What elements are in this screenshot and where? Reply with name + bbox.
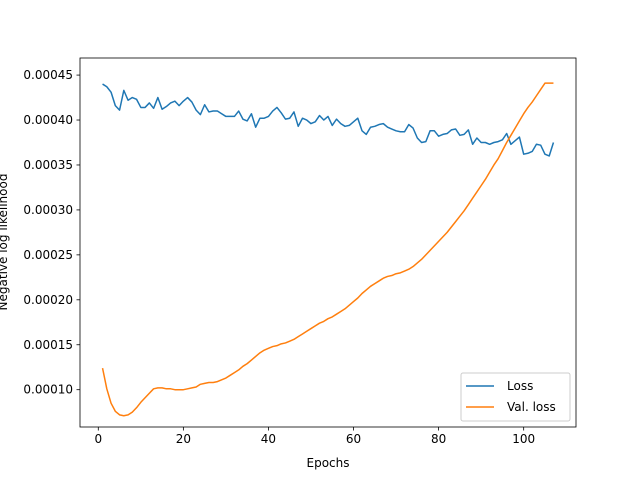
y-tick-label: 0.00030 (23, 203, 73, 217)
x-tick-label: 80 (431, 432, 446, 446)
y-tick-label: 0.00015 (23, 338, 73, 352)
y-axis: 0.00010 0.00015 0.00020 0.00025 0.00030 0.000… (23, 68, 80, 397)
legend-label-val-loss: Val. loss (507, 400, 556, 414)
y-tick-label: 0.00025 (23, 248, 73, 262)
y-tick-label: 0.00045 (23, 68, 73, 82)
y-tick-label: 0.00010 (23, 383, 73, 397)
y-tick-label: 0.00020 (23, 293, 73, 307)
x-axis-label: Epochs (307, 456, 350, 470)
x-axis: 0 20 40 60 80 100 (94, 427, 535, 446)
series-layer (101, 82, 555, 417)
legend-label-loss: Loss (507, 379, 533, 393)
series-line-val-loss (101, 82, 554, 417)
x-tick-label: 40 (261, 432, 276, 446)
series-line-loss (102, 83, 555, 157)
y-tick-label: 0.00040 (23, 113, 73, 127)
y-axis-label: Negative log likelihood (0, 174, 10, 311)
legend: Loss Val. loss (460, 372, 571, 422)
axes-frame (79, 57, 577, 428)
y-tick-label: 0.00035 (23, 158, 73, 172)
plot-area: 0 20 40 60 80 100 0.00010 0.00015 0.00020 0.0002… (23, 57, 577, 446)
legend-box (460, 372, 571, 422)
x-tick-label: 0 (94, 432, 102, 446)
x-tick-label: 100 (512, 432, 535, 446)
x-tick-label: 60 (346, 432, 361, 446)
x-tick-label: 20 (176, 432, 191, 446)
